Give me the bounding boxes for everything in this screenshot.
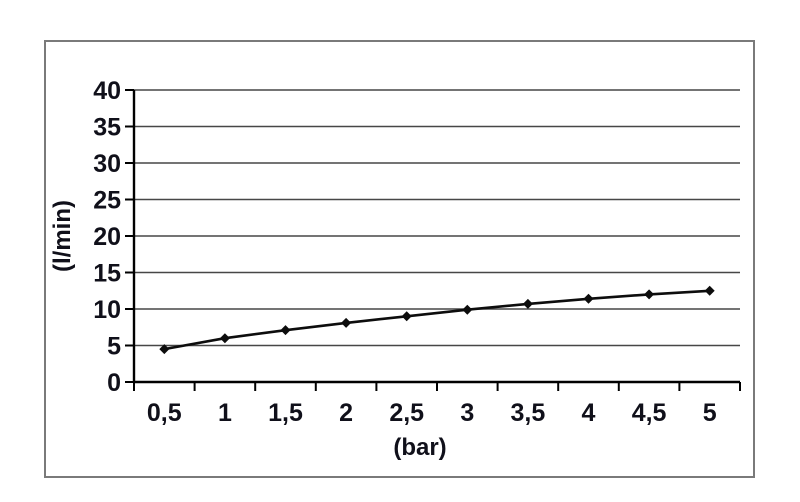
x-tick-label: 2 <box>339 399 353 427</box>
data-point-marker <box>401 311 412 322</box>
data-point-marker <box>704 285 715 296</box>
x-tick-label: 4,5 <box>632 399 667 427</box>
data-point-marker <box>644 289 655 300</box>
y-tick-label: 40 <box>93 77 121 105</box>
axis-layer <box>125 89 741 391</box>
y-tick-label: 25 <box>93 187 121 215</box>
data-point-marker <box>341 317 352 328</box>
x-tick-label: 1,5 <box>268 399 303 427</box>
figure-border <box>44 40 755 478</box>
x-tick-label: 0,5 <box>147 399 182 427</box>
data-point-marker <box>280 325 291 336</box>
y-tick-label: 30 <box>93 150 121 178</box>
data-point-marker <box>219 333 230 344</box>
data-point-marker <box>159 344 170 355</box>
x-tick-label: 3 <box>460 399 474 427</box>
gridline-layer <box>134 89 740 347</box>
x-tick-label: 4 <box>582 399 596 427</box>
y-tick-label: 0 <box>107 369 121 397</box>
x-tick-label: 2,5 <box>389 399 424 427</box>
data-point-marker <box>583 293 594 304</box>
y-tick-label: 20 <box>93 223 121 251</box>
series-layer <box>159 285 715 355</box>
x-tick-label: 5 <box>703 399 717 427</box>
data-point-marker <box>462 304 473 315</box>
x-tick-label: 3,5 <box>511 399 546 427</box>
series-line <box>164 289 710 351</box>
x-axis-title: (bar) <box>393 434 446 461</box>
y-tick-label: 35 <box>93 114 121 142</box>
y-axis-title: (l/min) <box>49 200 76 272</box>
x-tick-label: 1 <box>218 399 232 427</box>
y-tick-label: 15 <box>93 260 121 288</box>
y-tick-label: 5 <box>107 333 121 361</box>
y-tick-label: 10 <box>93 296 121 324</box>
data-point-marker <box>522 298 533 309</box>
tick-label-layer: 0 5 10 15 20 25 30 35 40 0,5 1 1,5 2 2,5 3 3,5 4 4,5 5 <box>93 77 717 427</box>
